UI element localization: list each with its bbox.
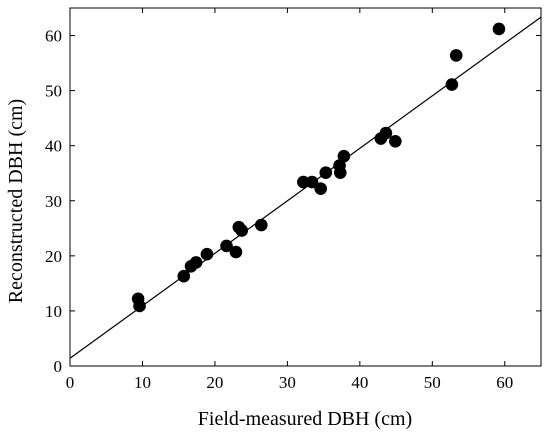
data-point <box>305 175 319 189</box>
y-tick-label: 0 <box>54 357 63 376</box>
data-point <box>389 134 402 148</box>
y-tick-label: 10 <box>45 302 62 321</box>
x-tick-label: 20 <box>206 373 223 392</box>
data-point <box>337 149 351 163</box>
data-point <box>319 166 333 179</box>
y-tick-label: 60 <box>45 27 62 46</box>
y-tick-label: 30 <box>45 192 62 211</box>
x-axis-title: Field-measured DBH (cm) <box>198 408 412 430</box>
data-point <box>189 256 203 269</box>
data-point <box>297 175 310 189</box>
x-tick-label: 10 <box>134 373 151 392</box>
data-point <box>449 49 463 62</box>
data-point <box>229 245 243 259</box>
x-tick-label: 30 <box>279 373 296 392</box>
data-point <box>235 224 249 237</box>
y-axis-title: Reconstructed DBH (cm) <box>5 99 27 303</box>
data-point <box>200 247 214 261</box>
chart-axes: 0 10 20 30 40 50 60 0 10 20 30 40 50 60 <box>45 7 542 392</box>
y-tick-label: 40 <box>45 137 62 156</box>
y-tick-label: 20 <box>45 247 62 266</box>
x-tick-label: 40 <box>351 373 368 392</box>
data-point <box>314 182 328 195</box>
data-point <box>254 218 268 232</box>
data-point <box>333 166 347 179</box>
x-tick-label: 60 <box>496 373 513 392</box>
data-point <box>133 299 146 313</box>
x-tick-label: 0 <box>66 373 75 392</box>
data-point <box>177 269 191 283</box>
chart-marks <box>70 16 541 359</box>
x-tick-label: 50 <box>424 373 441 392</box>
data-point <box>220 239 233 253</box>
plot-frame <box>69 7 542 367</box>
data-point <box>445 78 459 91</box>
data-point <box>379 126 393 140</box>
y-tick-label: 50 <box>45 82 62 101</box>
data-point <box>492 22 506 36</box>
